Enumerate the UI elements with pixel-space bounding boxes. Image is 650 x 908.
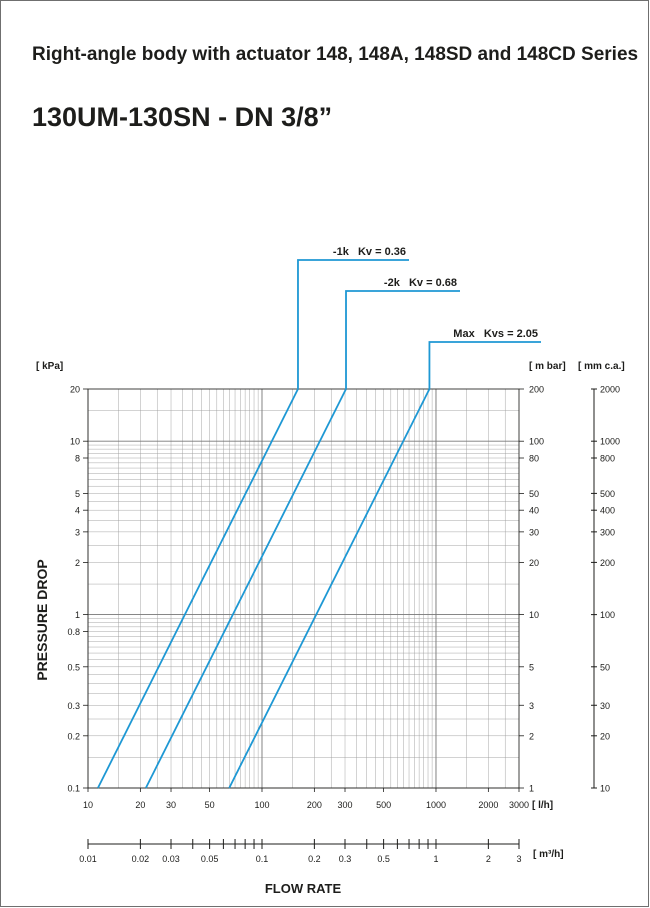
x-tick-label: 500 <box>376 800 391 810</box>
y2-tick-label: 80 <box>529 454 539 464</box>
y-tick-label: 0.1 <box>67 784 80 794</box>
grid-minor <box>87 388 520 789</box>
series-label: -2k Kv = 0.68 <box>384 277 457 289</box>
x2-tick-label: 0.1 <box>256 854 269 864</box>
tick-labels: 0.1 0.2 0.3 0.5 0.8 1 2 3 4 5 8 10 20 1 2 3 5 10 20 30 40 50 8… <box>67 385 620 865</box>
x-axis-unit-lh: [ l/h] <box>532 800 553 811</box>
y2-tick-label: 1 <box>529 784 534 794</box>
y2-tick-label: 100 <box>529 437 544 447</box>
chart-subtitle: 130UM-130SN - DN 3/8” <box>32 102 333 132</box>
x-tick-label: 10 <box>83 800 93 810</box>
x2-tick-label: 1 <box>433 854 438 864</box>
y3-tick-label: 50 <box>600 662 610 672</box>
kv-curves: -1k Kv = 0.36 -2k Kv = 0.68 Max Kvs = 2.05 <box>97 246 541 789</box>
y2-tick-label: 30 <box>529 527 539 537</box>
y-tick-label: 4 <box>75 506 80 516</box>
y-tick-label: 10 <box>70 437 80 447</box>
series-line <box>97 388 299 789</box>
y-tick-label: 20 <box>70 385 80 395</box>
y2-tick-label: 50 <box>529 489 539 499</box>
y-tick-label: 5 <box>75 489 80 499</box>
y-tick-label: 0.2 <box>67 731 80 741</box>
y3-tick-label: 800 <box>600 454 615 464</box>
y3-tick-label: 200 <box>600 558 615 568</box>
y-axis-unit-kpa: [ kPa] <box>36 361 63 372</box>
y3-tick-label: 300 <box>600 527 615 537</box>
x-axis-title: FLOW RATE <box>265 881 342 896</box>
series-label: Max Kvs = 2.05 <box>453 328 538 340</box>
y3-tick-label: 400 <box>600 506 615 516</box>
axis-labels: [ kPa] [ m bar] [ mm c.a.] [ l/h] [ m³/h… <box>34 361 625 896</box>
x2-tick-label: 0.01 <box>79 854 97 864</box>
y3-tick-label: 30 <box>600 701 610 711</box>
x2-tick-label: 0.5 <box>377 854 390 864</box>
axes <box>83 388 597 849</box>
x-tick-label: 3000 <box>509 800 529 810</box>
series-line <box>228 388 431 789</box>
plot-frame <box>87 388 520 789</box>
series-leader <box>428 341 541 389</box>
chart-title: Right-angle body with actuator 148, 148A… <box>32 44 639 65</box>
y2-tick-label: 40 <box>529 506 539 516</box>
x-tick-label: 2000 <box>478 800 498 810</box>
y-tick-label: 0.8 <box>67 627 80 637</box>
x-tick-label: 30 <box>166 800 176 810</box>
x2-tick-label: 0.2 <box>308 854 321 864</box>
y2-tick-label: 5 <box>529 662 534 672</box>
series-leader <box>297 259 409 389</box>
y3-axis-unit-mmca: [ mm c.a.] <box>578 361 625 372</box>
y2-tick-label: 10 <box>529 610 539 620</box>
y3-tick-label: 1000 <box>600 437 620 447</box>
y3-tick-label: 20 <box>600 731 610 741</box>
x-tick-label: 50 <box>205 800 215 810</box>
y-tick-label: 1 <box>75 610 80 620</box>
series-leader <box>345 290 460 389</box>
x2-tick-label: 2 <box>486 854 491 864</box>
grid-major <box>87 389 519 789</box>
y2-tick-label: 2 <box>529 731 534 741</box>
y3-tick-label: 2000 <box>600 385 620 395</box>
y2-tick-label: 3 <box>529 701 534 711</box>
series-label: -1k Kv = 0.36 <box>333 246 406 258</box>
series-line <box>145 388 347 789</box>
y-tick-label: 2 <box>75 558 80 568</box>
y3-tick-label: 500 <box>600 489 615 499</box>
y2-tick-label: 200 <box>529 385 544 395</box>
y2-tick-label: 20 <box>529 558 539 568</box>
x2-axis-unit-m3h: [ m³/h] <box>533 849 564 860</box>
y3-tick-label: 100 <box>600 610 615 620</box>
x-tick-label: 300 <box>337 800 352 810</box>
x2-tick-label: 0.03 <box>162 854 180 864</box>
y-tick-label: 0.3 <box>67 701 80 711</box>
x-tick-label: 20 <box>135 800 145 810</box>
y-tick-label: 3 <box>75 527 80 537</box>
x-tick-label: 1000 <box>426 800 446 810</box>
x2-tick-label: 0.05 <box>201 854 219 864</box>
x-tick-label: 200 <box>307 800 322 810</box>
y-axis-title: PRESSURE DROP <box>34 559 50 680</box>
y-tick-label: 8 <box>75 454 80 464</box>
y2-axis-unit-mbar: [ m bar] <box>529 361 566 372</box>
x-tick-label: 100 <box>254 800 269 810</box>
x2-tick-label: 0.3 <box>339 854 352 864</box>
x2-tick-label: 3 <box>516 854 521 864</box>
y3-tick-label: 10 <box>600 784 610 794</box>
y-tick-label: 0.5 <box>67 662 80 672</box>
x2-tick-label: 0.02 <box>132 854 150 864</box>
